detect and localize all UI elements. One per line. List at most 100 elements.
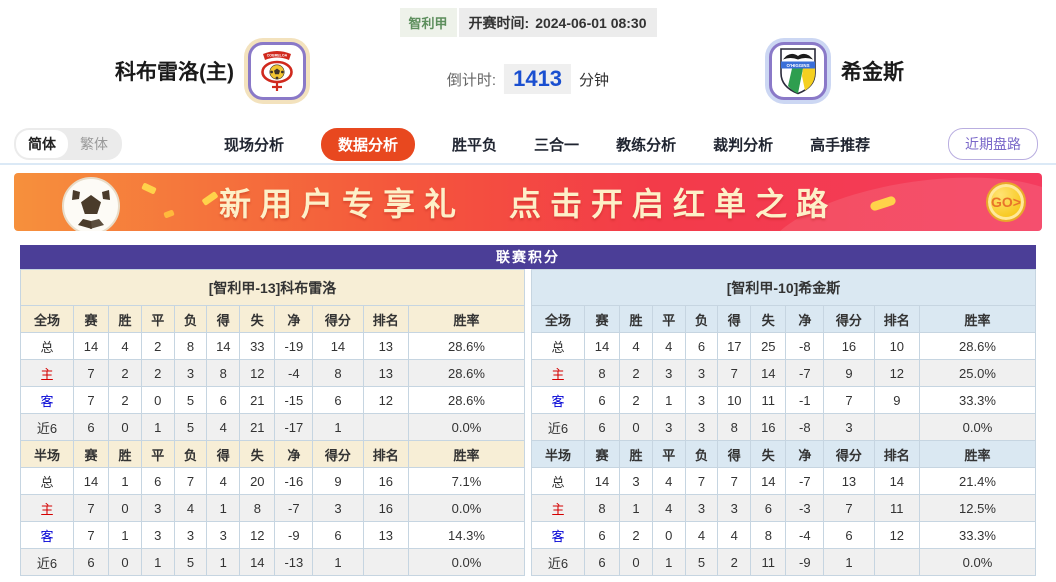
table-cell: 1 [651,548,686,576]
table-cell: 3 [651,359,686,387]
nav-tab[interactable]: 胜平负 [452,136,498,154]
table-cell: 0 [651,521,686,549]
nav-tab[interactable]: 三合一 [534,136,580,154]
row-label-cell: 近6 [20,413,74,441]
table-row: 近6 6 0 1 5 4 21 -17 1 0.0% [20,413,526,441]
table-cell: 胜 [619,305,653,333]
table-cell: 负 [684,305,719,333]
football-icon [62,177,120,231]
table-cell: 7.1% [407,467,526,495]
table-row: 客 6 2 0 4 4 8 -4 6 12 33.3% [531,521,1037,549]
table-cell: 净 [785,305,825,333]
recent-odds-button[interactable]: 近期盘路 [948,128,1038,160]
table-cell: 得 [717,305,752,333]
table-cell: 1 [108,467,142,495]
table-cell: 1 [140,548,175,576]
kickoff-label: 开赛时间: [468,14,530,31]
ohiggins-logo-icon: O'HIGGINS [780,48,816,95]
table-cell: 4 [651,332,686,360]
table-cell: 1 [206,548,241,576]
table-cell: 14 [750,359,787,387]
go-button[interactable]: GO> [986,182,1026,222]
table-cell: 4 [206,413,241,441]
table-row: 主 7 2 2 3 8 12 -4 8 13 28.6% [20,359,526,387]
table-cell: -7 [785,359,825,387]
table-cell: 14 [72,467,110,495]
row-label-cell: 客 [20,521,74,549]
table-cell: 0 [140,386,175,414]
table-cell: 平 [140,305,175,333]
table-cell: 6 [206,386,241,414]
table-cell [873,548,920,576]
table-cell: 0 [108,548,142,576]
table-cell: 13 [823,467,875,495]
row-label-cell: 主 [20,359,74,387]
row-label-cell: 近6 [531,548,585,576]
table-row: 主 8 2 3 3 7 14 -7 9 12 25.0% [531,359,1037,387]
table-cell: 13 [362,521,409,549]
nav-tab[interactable]: 教练分析 [616,136,677,154]
table-cell: 11 [750,386,787,414]
table-cell: 得分 [312,440,364,468]
table-cell [362,548,409,576]
table-row: 总 14 1 6 7 4 20 -16 9 16 7.1% [20,467,526,495]
nav-tab[interactable]: 裁判分析 [713,136,774,154]
home-team: 科布雷洛(主) COBRELOA [115,42,306,100]
home-team-badge: COBRELOA [248,42,306,100]
table-cell: 7 [684,467,719,495]
table-cell: 6 [72,548,110,576]
table-cell: -13 [274,548,314,576]
table-row: 近6 6 0 1 5 2 11 -9 1 0.0% [531,548,1037,576]
table-cell: 6 [140,467,175,495]
table-cell: -8 [785,332,825,360]
nav-tab[interactable]: 数据分析 [321,127,416,161]
league-badge[interactable]: 智利甲 [399,8,457,37]
table-cell: -7 [274,494,314,522]
away-team: O'HIGGINS 希金斯 [769,42,904,100]
table-cell: 赛 [583,305,621,333]
table-cell: 2 [108,359,142,387]
table-cell: 得 [717,440,752,468]
away-team-name: 希金斯 [841,61,904,84]
row-label-cell: 总 [20,467,74,495]
table-cell: 负 [684,440,719,468]
team-section-title: [智利甲-13]科布雷洛 [20,269,525,306]
svg-text:COBRELOA: COBRELOA [267,54,288,58]
table-cell: 3 [140,494,175,522]
table-cell: 6 [750,494,787,522]
table-cell: 0 [619,413,653,441]
table-cell: -1 [785,386,825,414]
kickoff-time: 开赛时间: 2024-06-01 08:30 [458,8,657,37]
table-cell: 14 [750,467,787,495]
table-cell: 7 [717,359,752,387]
lang-simplified[interactable]: 简体 [16,130,68,158]
table-cell: 2 [619,359,653,387]
table-cell: 3 [140,521,175,549]
table-header-row: 半场赛胜平负得失净得分 排名 胜率 [20,440,526,468]
table-cell: 3 [619,467,653,495]
table-cell: 3 [684,413,719,441]
language-toggle[interactable]: 简体 繁体 [14,128,122,160]
table-cell [362,413,409,441]
table-cell: 14 [239,548,276,576]
table-cell: 5 [173,413,208,441]
promo-banner[interactable]: 新用户专享礼 点击开启红单之路 GO> [14,173,1042,231]
nav-tab[interactable]: 现场分析 [224,136,285,154]
table-header-row: 全场赛胜平负得失净得分 排名 胜率 [531,305,1037,333]
lang-traditional[interactable]: 繁体 [80,136,108,152]
table-cell: 12 [239,521,276,549]
nav-tab[interactable]: 高手推荐 [810,136,871,154]
table-cell: 10 [873,332,920,360]
table-cell: 净 [274,305,314,333]
table-cell: -9 [785,548,825,576]
table-cell: 得分 [312,305,364,333]
table-cell: 0 [108,413,142,441]
table-cell: 1 [312,548,364,576]
table-cell: 3 [173,359,208,387]
team-section-title: [智利甲-10]希金斯 [531,269,1036,306]
table-cell: 8 [312,359,364,387]
table-cell: 8 [717,413,752,441]
table-cell: 3 [312,494,364,522]
table-cell: 28.6% [407,386,526,414]
table-cell: 平 [651,305,686,333]
